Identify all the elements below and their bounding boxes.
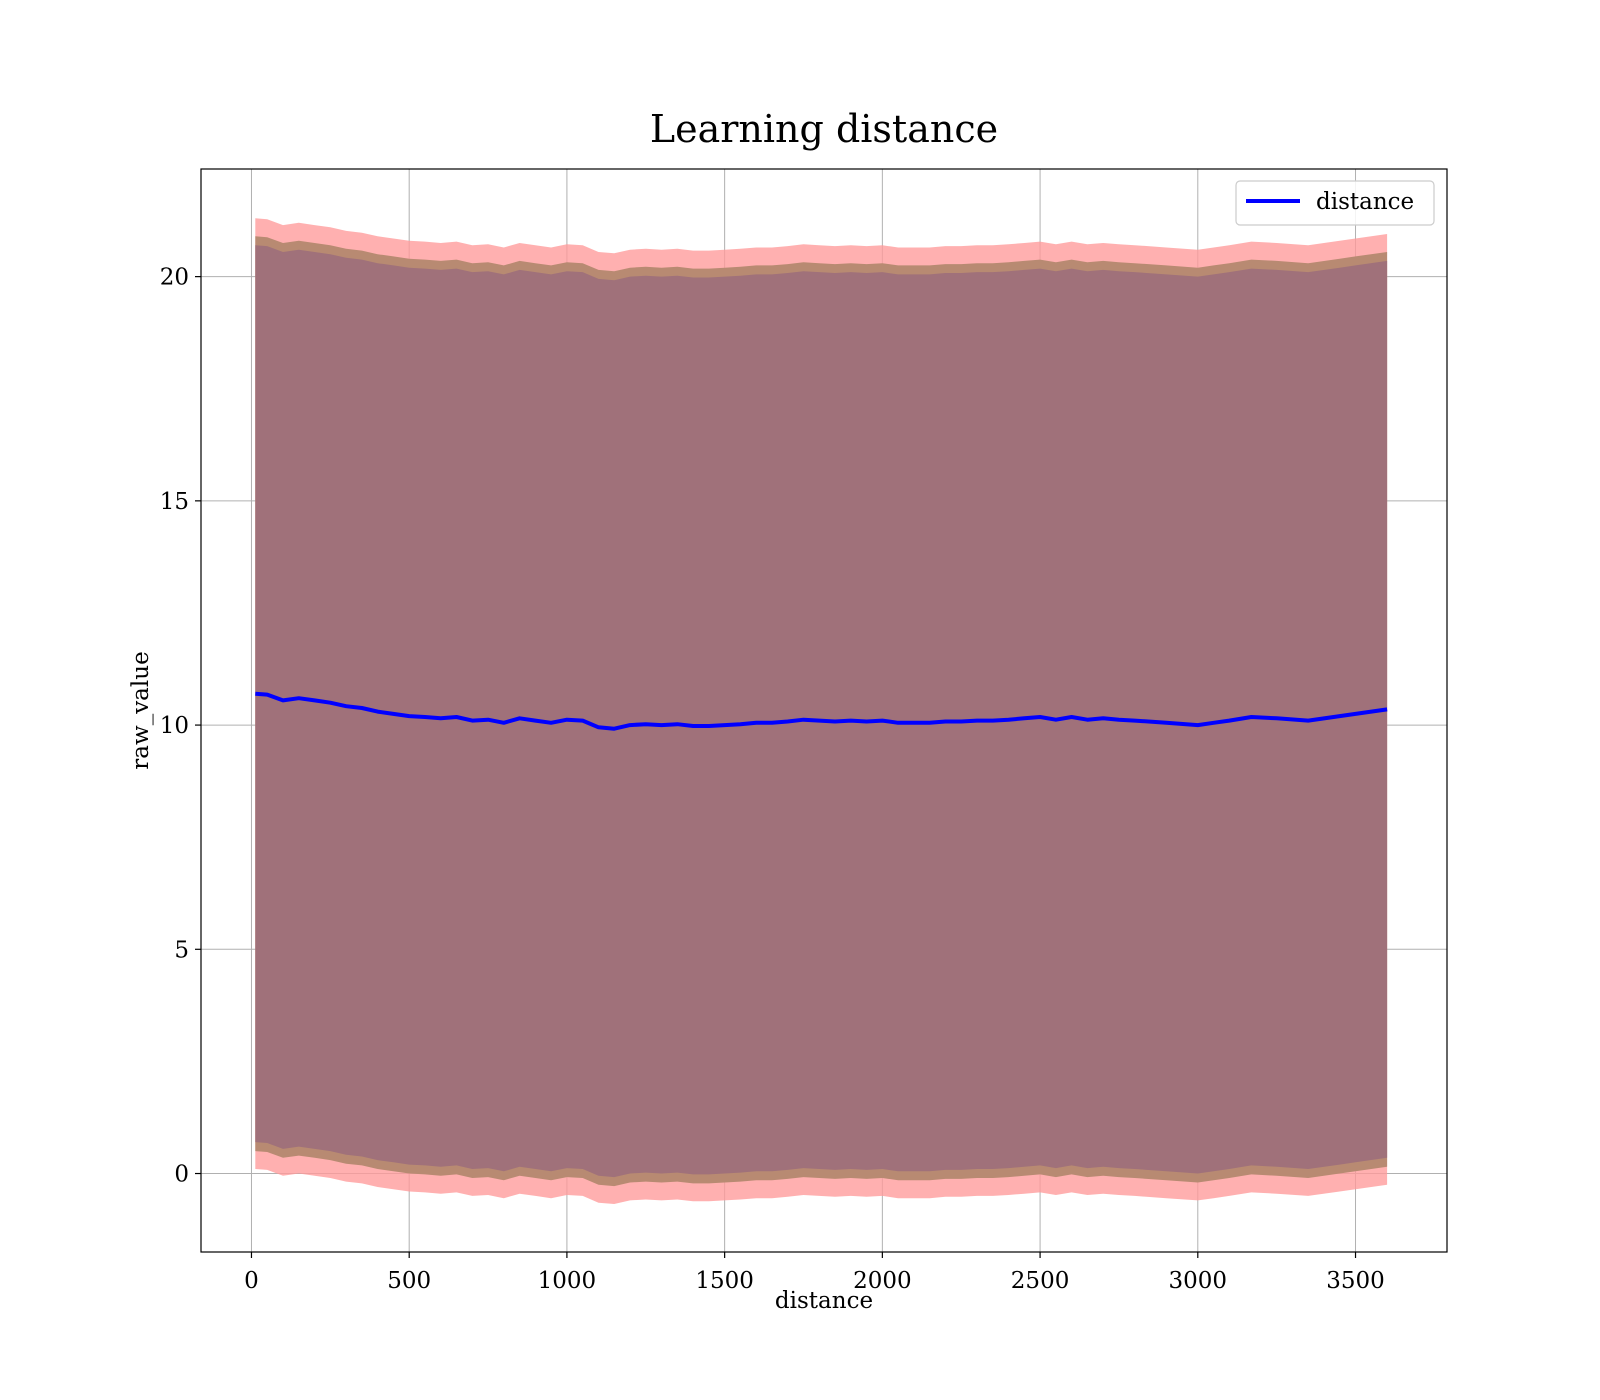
x-axis-label: distance <box>775 1288 873 1314</box>
legend-box <box>1235 180 1435 226</box>
x-tick-label: 1000 <box>538 1268 597 1294</box>
ticks: 0 500 1000 1500 2000 2500 3000 3500 0 5 10 15 20 <box>160 265 1385 1294</box>
x-tick-label: 500 <box>387 1268 431 1294</box>
x-tick-label: 0 <box>244 1268 259 1294</box>
band-inner <box>255 245 1388 1178</box>
y-tick-label: 15 <box>160 489 189 515</box>
x-tick-label: 2500 <box>1011 1268 1070 1294</box>
legend: distance <box>1235 180 1435 226</box>
x-tick-label: 1500 <box>695 1268 754 1294</box>
x-tick-label: 2000 <box>853 1268 912 1294</box>
confidence-bands <box>255 218 1388 1205</box>
plot-frame <box>200 168 1448 1253</box>
y-axis-label: raw_value <box>128 651 154 769</box>
y-tick-label: 20 <box>160 265 189 291</box>
y-tick-label: 0 <box>174 1162 189 1188</box>
y-tick-label: 10 <box>160 713 189 739</box>
x-tick-label: 3500 <box>1326 1268 1385 1294</box>
y-tick-label: 5 <box>174 937 189 963</box>
series-line-distance <box>255 691 1388 731</box>
chart-title: Learning distance <box>650 107 998 151</box>
series-lines <box>255 691 1388 731</box>
legend-label-distance: distance <box>1316 189 1414 215</box>
x-tick-label: 3000 <box>1169 1268 1228 1294</box>
